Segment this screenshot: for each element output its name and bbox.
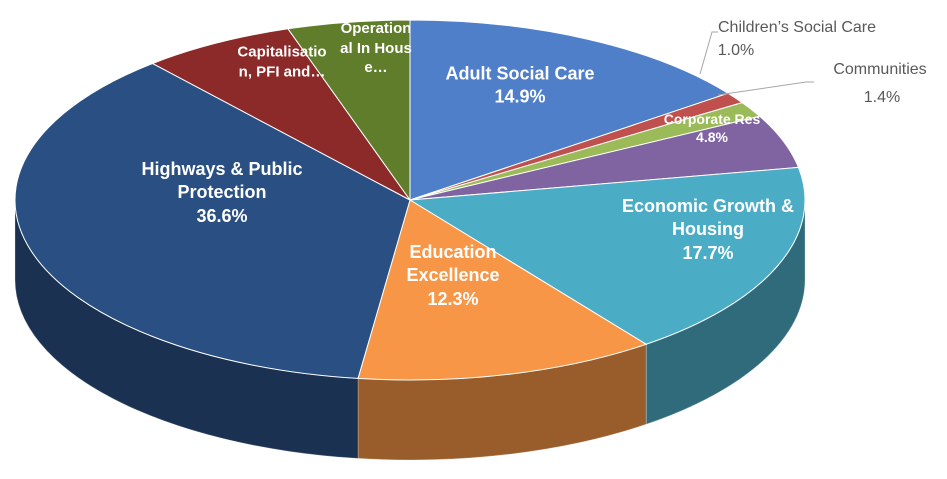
slice-label: Adult Social Care 14.9% xyxy=(420,63,620,110)
value-label: 1.0% xyxy=(717,42,755,59)
pie-slice xyxy=(357,199,648,381)
leader-line xyxy=(699,31,718,75)
category-label: Operational In House… xyxy=(340,19,412,76)
pie-slice xyxy=(409,19,730,201)
leader-line xyxy=(717,81,814,96)
slice-label: Operational In House… xyxy=(340,19,412,78)
category-label: Communities xyxy=(833,61,927,78)
slice-label: Capitalisation, PFI and… xyxy=(231,43,333,82)
slice-label: Corporate Res 4.8% xyxy=(637,110,787,146)
value-label: 12.3% xyxy=(427,288,479,309)
category-label: Children’s Social Care xyxy=(718,19,876,36)
category-label: Economic Growth & Housing xyxy=(621,195,794,240)
value-label: 4.8% xyxy=(696,129,728,145)
category-label: Adult Social Care xyxy=(445,63,595,84)
value-label: 1.4% xyxy=(863,89,901,106)
category-label: Education Excellence xyxy=(406,241,500,286)
category-label: Corporate Res xyxy=(663,110,761,127)
value-label: 14.9% xyxy=(494,87,546,107)
pie-slice xyxy=(287,19,411,202)
category-label: Highways & Public Protection xyxy=(141,158,303,203)
slice-label: Highways & Public Protection 36.6% xyxy=(107,158,337,228)
slice-label: Education Excellence 12.3% xyxy=(388,241,518,311)
pie-slice xyxy=(14,62,411,379)
slice-label: Economic Growth & Housing 17.7% xyxy=(608,195,808,265)
pie-slice xyxy=(408,166,806,345)
pie-slice xyxy=(151,28,411,201)
value-label: 17.7% xyxy=(682,242,734,263)
value-label: 36.6% xyxy=(196,205,248,226)
category-label: Capitalisation, PFI and… xyxy=(237,43,327,81)
